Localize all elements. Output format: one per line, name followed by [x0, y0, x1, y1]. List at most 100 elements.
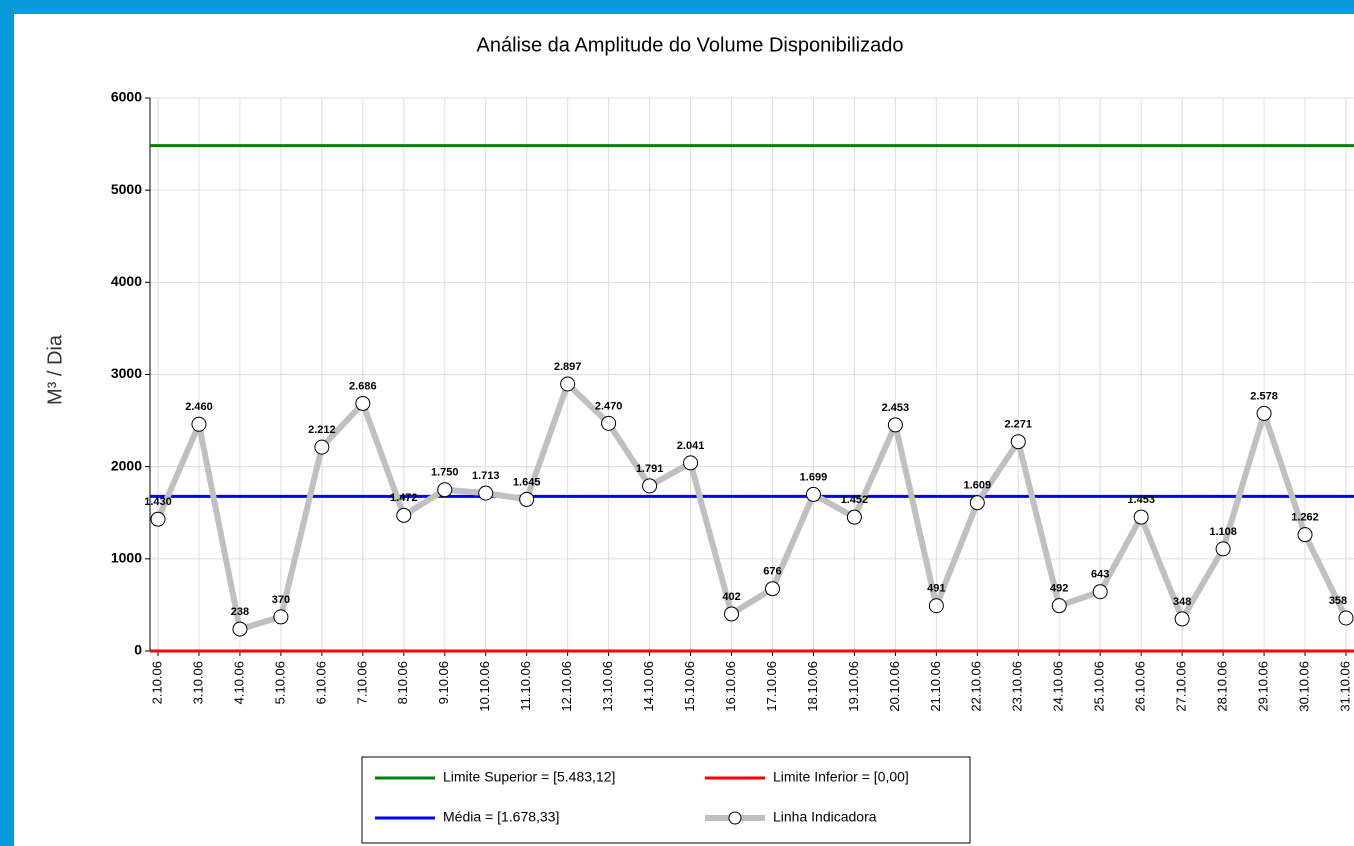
data-point	[969, 495, 985, 511]
x-tick-label: 3.10.06	[190, 661, 205, 704]
data-label: 491	[927, 583, 945, 595]
x-tick-label: 19.10.06	[846, 661, 861, 712]
panel	[14, 14, 1354, 846]
data-label: 1.430	[144, 496, 172, 508]
x-tick-label: 7.10.06	[354, 661, 369, 704]
data-point	[601, 415, 617, 431]
data-label: 2.460	[185, 401, 213, 413]
data-label: 2.041	[677, 440, 705, 452]
legend-box	[361, 756, 971, 844]
x-tick-label: 20.10.06	[887, 661, 902, 712]
legend-label: Limite Superior = [5.483,12]	[443, 769, 615, 785]
data-label: 1.699	[800, 471, 828, 483]
x-tick-label: 12.10.06	[559, 661, 574, 712]
x-tick-label: 31.10.06	[1337, 661, 1352, 712]
data-point	[396, 507, 412, 523]
chart-title: Análise da Amplitude do Volume Disponibi…	[477, 34, 904, 56]
data-point	[314, 439, 330, 455]
y-axis-label: M³ / Dia	[44, 334, 66, 405]
data-point	[1174, 611, 1190, 627]
legend-label: Média = [1.678,33]	[443, 809, 559, 825]
x-tick-label: 17.10.06	[764, 661, 779, 712]
data-label: 238	[231, 606, 249, 618]
x-tick-label: 27.10.06	[1174, 661, 1189, 712]
x-tick-label: 22.10.06	[969, 661, 984, 712]
x-tick-label: 21.10.06	[928, 661, 943, 712]
data-label: 2.453	[882, 402, 910, 414]
data-point	[642, 478, 658, 494]
y-tick-label: 5000	[111, 181, 142, 197]
x-tick-label: 5.10.06	[272, 661, 287, 704]
y-tick-label: 0	[134, 642, 142, 658]
data-line	[155, 380, 1349, 633]
x-tick-label: 6.10.06	[313, 661, 328, 704]
y-tick-label: 3000	[111, 365, 142, 381]
data-point	[273, 609, 289, 625]
data-label: 1.452	[841, 494, 869, 506]
data-label: 2.212	[308, 424, 336, 436]
x-tick-label: 29.10.06	[1256, 661, 1271, 712]
x-tick-label: 14.10.06	[641, 661, 656, 712]
x-tick-label: 24.10.06	[1051, 661, 1066, 712]
x-tick-label: 25.10.06	[1092, 661, 1107, 712]
y-tick-label: 2000	[111, 457, 142, 473]
data-point	[437, 482, 453, 498]
x-tick-label: 18.10.06	[805, 661, 820, 712]
data-label: 348	[1173, 596, 1191, 608]
data-point	[1297, 527, 1313, 543]
data-point	[232, 621, 248, 637]
data-label: 2.897	[554, 361, 582, 373]
data-point	[355, 395, 371, 411]
legend-label: Linha Indicadora	[773, 809, 877, 825]
x-tick-label: 26.10.06	[1133, 661, 1148, 712]
data-label: 1.609	[964, 480, 992, 492]
data-point	[846, 509, 862, 525]
data-label: 2.470	[595, 400, 623, 412]
data-label: 1.713	[472, 470, 500, 482]
y-tick-label: 1000	[111, 550, 142, 566]
data-point	[1092, 584, 1108, 600]
data-label: 402	[722, 591, 740, 603]
data-label: 370	[272, 594, 290, 606]
x-tick-label: 2.10.06	[149, 661, 164, 704]
data-point	[150, 511, 166, 527]
data-label: 1.472	[390, 492, 418, 504]
data-label: 492	[1050, 583, 1068, 595]
data-point	[887, 417, 903, 433]
data-point	[764, 581, 780, 597]
x-tick-label: 11.10.06	[518, 661, 533, 711]
data-point	[478, 485, 494, 501]
data-label: 2.271	[1005, 419, 1033, 431]
x-tick-label: 28.10.06	[1215, 661, 1230, 712]
x-tick-label: 16.10.06	[723, 661, 738, 712]
data-point	[1338, 610, 1354, 626]
data-point	[1010, 434, 1026, 450]
data-label: 1.262	[1291, 512, 1319, 524]
data-point	[1133, 509, 1149, 525]
data-label: 2.686	[349, 380, 377, 392]
data-point	[1051, 598, 1067, 614]
data-label: 1.108	[1209, 526, 1237, 538]
x-tick-label: 9.10.06	[436, 661, 451, 704]
data-point	[928, 598, 944, 614]
x-tick-label: 8.10.06	[395, 661, 410, 704]
data-point	[560, 376, 576, 392]
data-point	[519, 491, 535, 507]
x-tick-label: 30.10.06	[1296, 661, 1311, 712]
data-point	[1215, 541, 1231, 557]
x-tick-label: 4.10.06	[231, 661, 246, 704]
data-label: 1.791	[636, 463, 664, 475]
data-point	[1256, 405, 1272, 421]
x-tick-label: 13.10.06	[600, 661, 615, 712]
x-tick-label: 23.10.06	[1010, 661, 1025, 712]
data-label: 1.453	[1127, 494, 1155, 506]
legend-marker	[728, 811, 742, 825]
data-label: 1.645	[513, 476, 541, 488]
x-tick-label: 10.10.06	[477, 661, 492, 712]
data-label: 1.750	[431, 467, 459, 479]
y-tick-label: 4000	[111, 273, 142, 289]
data-point	[191, 416, 207, 432]
data-label: 676	[763, 566, 781, 578]
